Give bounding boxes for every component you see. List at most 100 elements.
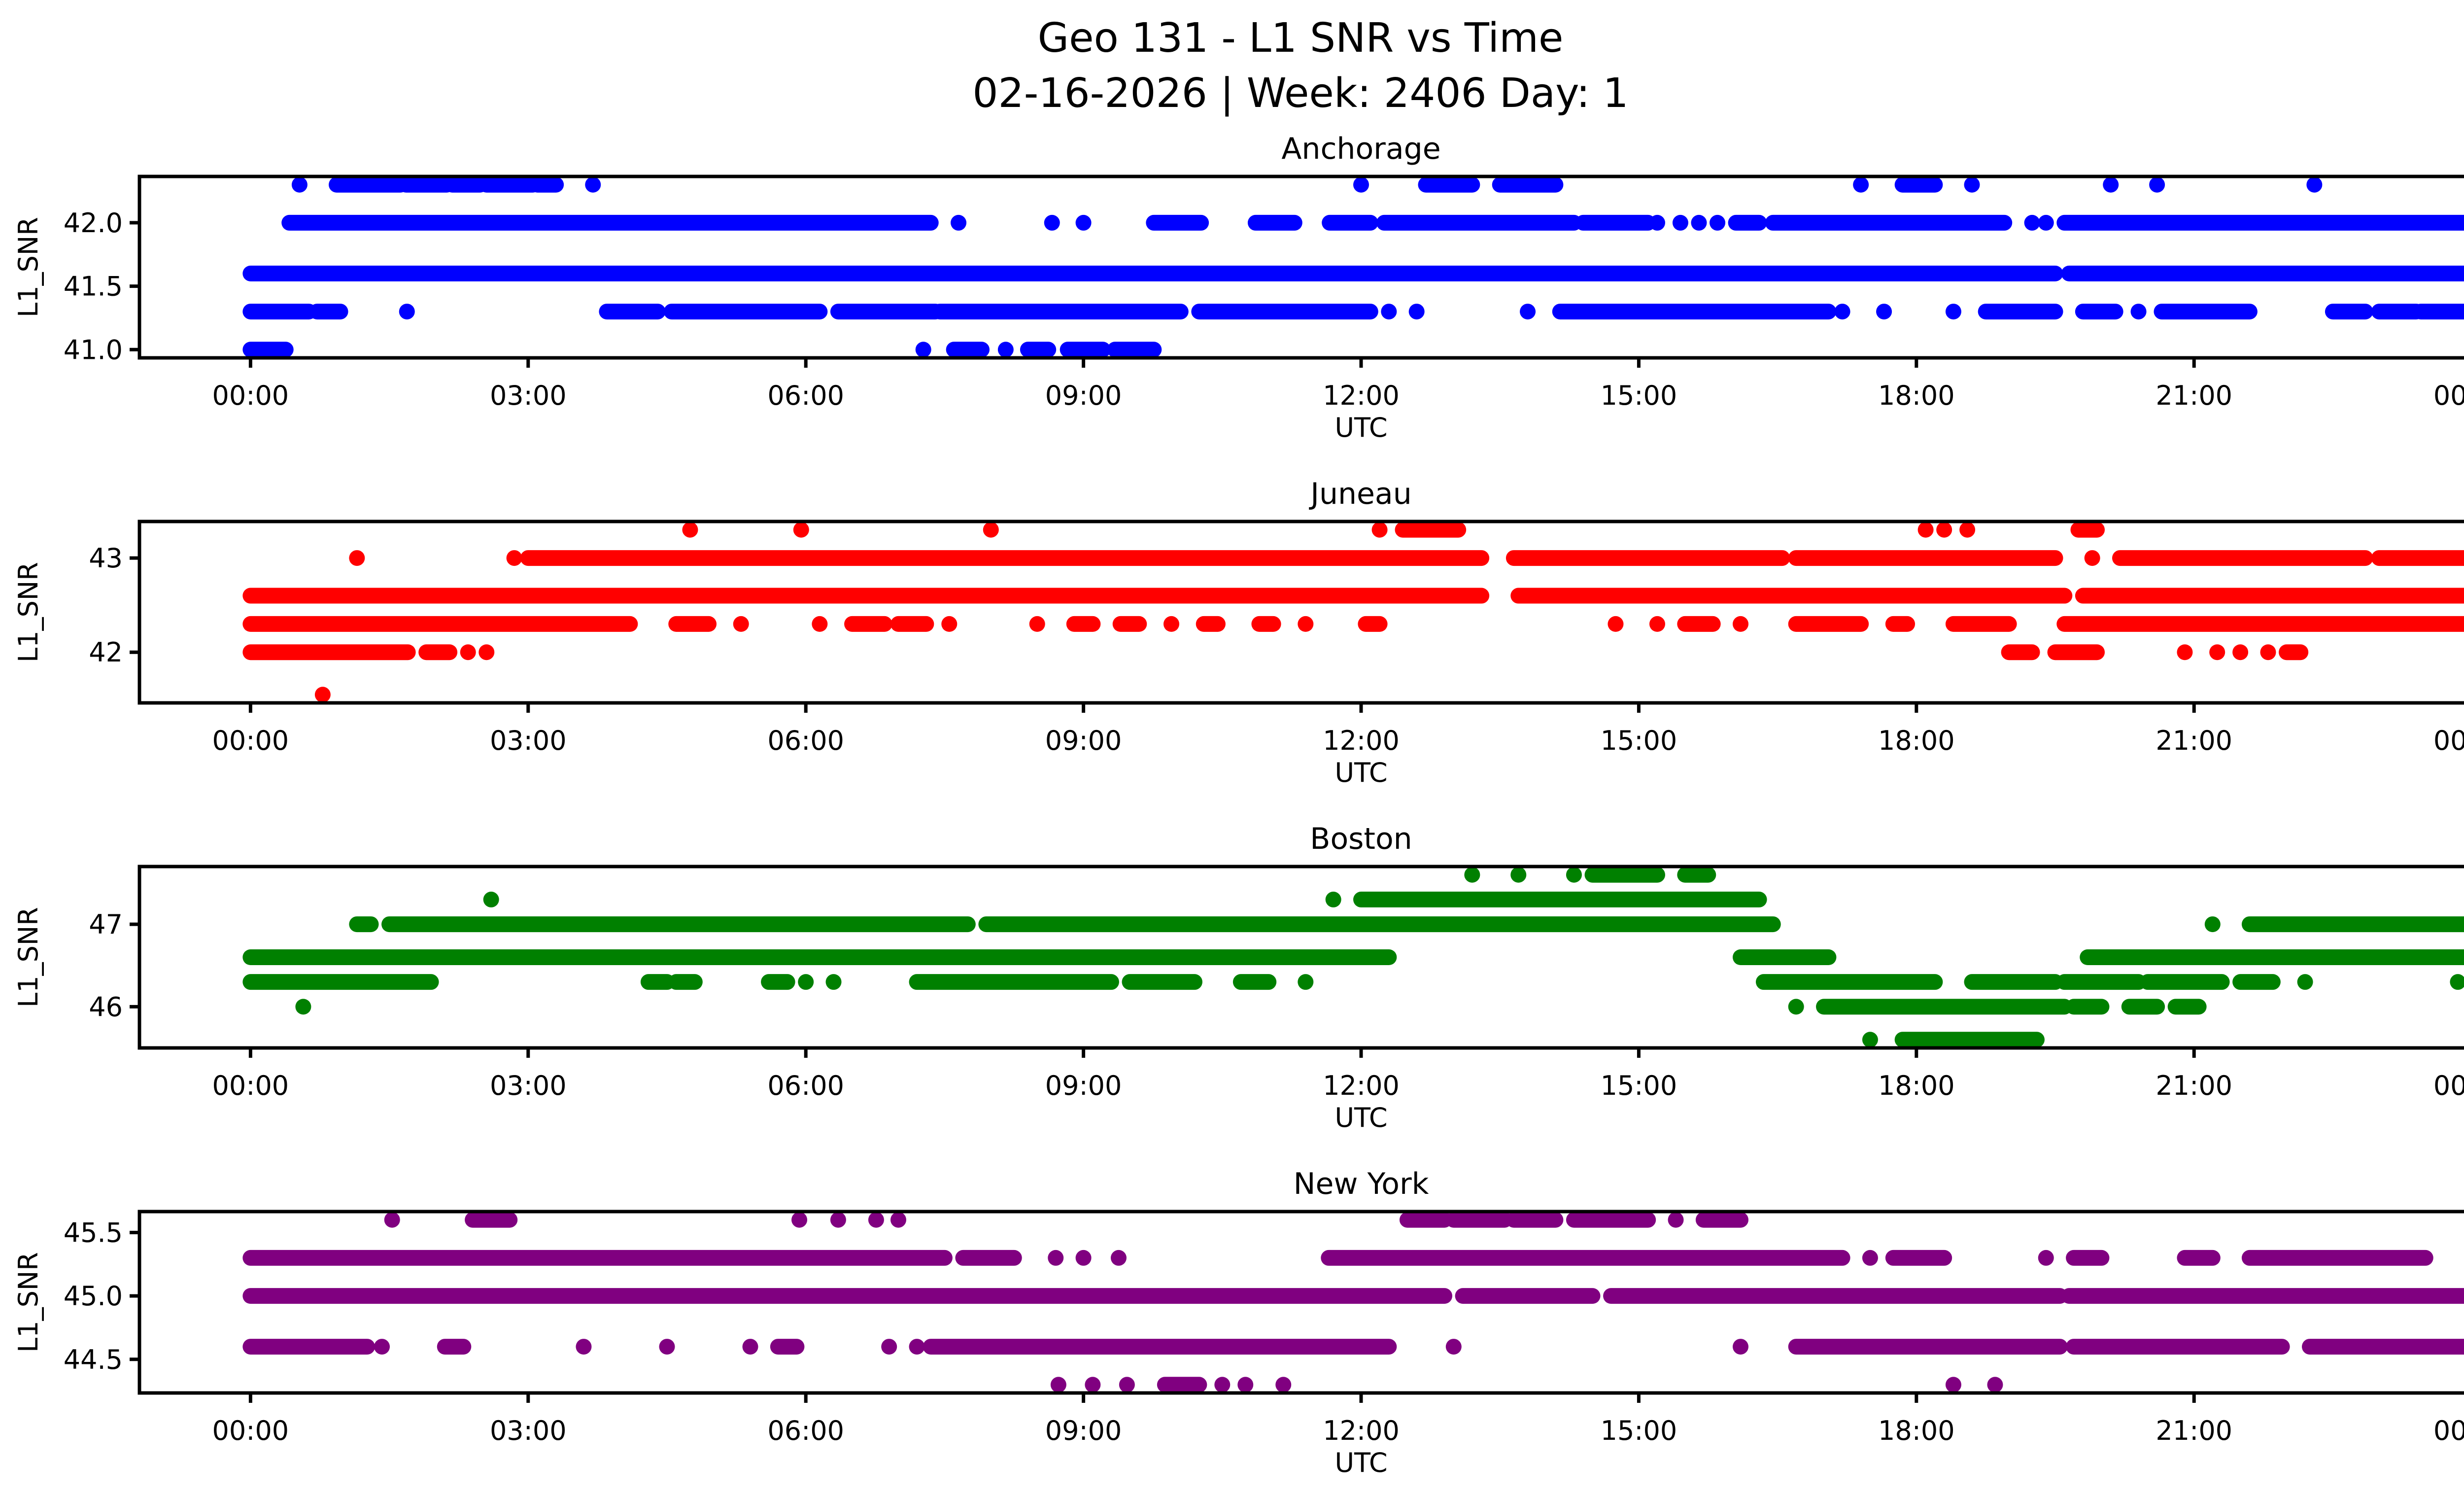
subplot-title-boston: Boston bbox=[1310, 822, 1412, 856]
subplot-title-juneau: Juneau bbox=[1310, 477, 1412, 511]
x-tick-label: 00:00 bbox=[2433, 380, 2464, 411]
figure-title: Geo 131 - L1 SNR vs Time bbox=[1037, 15, 1564, 62]
data-point bbox=[1959, 522, 1976, 538]
data-point bbox=[830, 1212, 846, 1228]
data-point bbox=[2103, 176, 2119, 193]
data-point bbox=[1649, 214, 1665, 231]
data-point bbox=[1964, 176, 1980, 193]
x-tick-label: 09:00 bbox=[1045, 1070, 1122, 1101]
data-point bbox=[1876, 304, 1892, 320]
data-point bbox=[479, 644, 495, 661]
y-tick-label: 43 bbox=[89, 543, 123, 574]
data-point bbox=[868, 1212, 884, 1228]
data-point bbox=[1862, 1032, 1878, 1048]
data-point bbox=[2209, 644, 2225, 661]
subplot-new-york: 45.5 45.0 44.5 00:00 03:00 06:00 09:00 12:00 15:… bbox=[64, 1210, 2464, 1446]
data-point bbox=[1119, 1377, 1135, 1393]
x-tick-label: 06:00 bbox=[767, 380, 844, 411]
y-tick-label: 47 bbox=[89, 909, 123, 940]
x-tick-label: 21:00 bbox=[2156, 1070, 2232, 1101]
data-point bbox=[399, 304, 415, 320]
data-point bbox=[1371, 522, 1388, 538]
data-point bbox=[2038, 214, 2054, 231]
data-point bbox=[941, 616, 958, 632]
data-point bbox=[1668, 1212, 1684, 1228]
data-point bbox=[733, 616, 749, 632]
snr-level-band bbox=[242, 304, 2464, 320]
data-point bbox=[295, 999, 311, 1015]
data-point bbox=[1834, 304, 1850, 320]
data-point bbox=[1853, 176, 1869, 193]
data-point bbox=[2232, 644, 2249, 661]
x-tick-label: 18:00 bbox=[1878, 1070, 1955, 1101]
data-point bbox=[2260, 644, 2276, 661]
x-tick-label: 06:00 bbox=[767, 1070, 844, 1101]
x-axis-label-anchorage: UTC bbox=[1335, 412, 1388, 443]
data-point bbox=[1325, 891, 1341, 907]
snr-level-band bbox=[1050, 1377, 2003, 1393]
data-point bbox=[890, 1212, 906, 1228]
data-point bbox=[2149, 176, 2165, 193]
data-point bbox=[793, 522, 809, 538]
data-point bbox=[2024, 214, 2040, 231]
x-tick-label: 06:00 bbox=[767, 725, 844, 756]
x-tick-label: 00:00 bbox=[2433, 1070, 2464, 1101]
data-point bbox=[791, 1212, 808, 1228]
data-point bbox=[1691, 214, 1707, 231]
data-point bbox=[1110, 1250, 1127, 1266]
data-point bbox=[483, 891, 499, 907]
x-tick-label: 12:00 bbox=[1323, 380, 1400, 411]
x-axis-label-boston: UTC bbox=[1335, 1102, 1388, 1133]
subplot-juneau: 43 42 00:00 03:00 06:00 09:00 12:00 15:00 18:00 2… bbox=[89, 520, 2464, 756]
data-point bbox=[1732, 1339, 1748, 1355]
data-point bbox=[1788, 999, 1804, 1015]
y-tick-label: 42 bbox=[89, 637, 123, 668]
x-tick-label: 00:00 bbox=[2433, 725, 2464, 756]
data-point bbox=[909, 1339, 925, 1355]
data-point bbox=[506, 550, 522, 566]
data-point bbox=[2177, 644, 2193, 661]
x-tick-label: 03:00 bbox=[490, 1415, 567, 1446]
data-point bbox=[915, 342, 931, 358]
x-tick-label: 00:00 bbox=[212, 725, 289, 756]
snr-level-band bbox=[295, 999, 2207, 1015]
data-point bbox=[997, 342, 1014, 358]
data-point bbox=[1214, 1377, 1231, 1393]
data-point bbox=[384, 1212, 400, 1228]
data-point bbox=[1936, 522, 1952, 538]
data-point bbox=[682, 522, 698, 538]
data-point bbox=[1945, 304, 1961, 320]
data-point bbox=[1862, 1250, 1878, 1266]
data-point bbox=[1917, 522, 1934, 538]
data-point bbox=[1353, 176, 1369, 193]
data-point bbox=[812, 616, 828, 632]
x-axis-label-new-york: UTC bbox=[1335, 1447, 1388, 1478]
y-tick-label: 45.0 bbox=[64, 1281, 123, 1312]
data-point bbox=[1672, 214, 1688, 231]
x-tick-label: 09:00 bbox=[1045, 1415, 1122, 1446]
data-point bbox=[983, 522, 999, 538]
data-point bbox=[798, 974, 814, 990]
data-point bbox=[1237, 1377, 1254, 1393]
x-tick-label: 12:00 bbox=[1323, 1070, 1400, 1101]
snr-level-band bbox=[242, 342, 1162, 358]
snr-level-band bbox=[291, 176, 2323, 193]
data-point bbox=[1445, 1339, 1462, 1355]
data-point bbox=[1075, 1250, 1092, 1266]
subplot-boston: 47 46 00:00 03:00 06:00 09:00 12:00 15:00 18:00 2… bbox=[89, 865, 2464, 1101]
data-point bbox=[1710, 214, 1726, 231]
data-point bbox=[1164, 616, 1180, 632]
data-point bbox=[1408, 304, 1425, 320]
snr-level-band bbox=[314, 687, 331, 703]
data-point bbox=[742, 1339, 758, 1355]
x-tick-label: 21:00 bbox=[2156, 380, 2232, 411]
snr-level-band bbox=[349, 916, 2464, 933]
x-tick-label: 15:00 bbox=[1601, 1415, 1677, 1446]
x-tick-label: 06:00 bbox=[767, 1415, 844, 1446]
data-point bbox=[1050, 1377, 1066, 1393]
data-point bbox=[1649, 616, 1665, 632]
y-tick-label: 42.0 bbox=[64, 208, 123, 239]
x-tick-label: 18:00 bbox=[1878, 380, 1955, 411]
data-point bbox=[291, 176, 308, 193]
